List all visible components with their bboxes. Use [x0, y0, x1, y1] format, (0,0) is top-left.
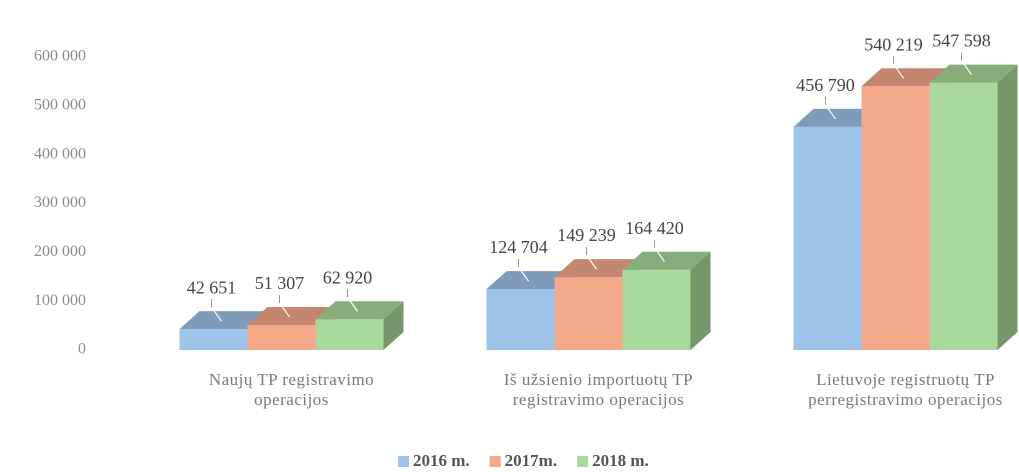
- data-label: 42 651: [187, 277, 237, 297]
- bar-side: [997, 64, 1018, 350]
- legend-label: 2016 m.: [413, 451, 470, 470]
- data-label: 456 790: [796, 75, 855, 95]
- bar-top: [622, 251, 711, 270]
- leader-line: [586, 254, 597, 270]
- leader-line: [211, 306, 222, 322]
- bar-front: [622, 269, 691, 350]
- bar-front: [793, 126, 862, 350]
- data-label: 62 920: [323, 267, 373, 287]
- y-tick-label: 500 000: [34, 97, 86, 114]
- x-tick-label: Lietuvoje registruotų TP perregistravimo…: [808, 370, 1003, 409]
- data-label: 547 598: [932, 31, 991, 51]
- leader-line: [961, 60, 972, 75]
- leader-line: [893, 63, 904, 79]
- leader-line: [518, 266, 529, 282]
- y-tick-label: 400 000: [34, 145, 86, 162]
- bar-side: [383, 301, 404, 350]
- data-label: 164 420: [625, 218, 684, 238]
- bar-front: [315, 319, 384, 350]
- leader-line: [279, 302, 290, 318]
- bar-top: [315, 301, 404, 320]
- bar-front: [486, 289, 555, 350]
- y-tick-label: 200 000: [34, 243, 86, 260]
- leader-line: [347, 296, 358, 312]
- bar-front: [929, 82, 998, 350]
- y-tick-label: 300 000: [34, 194, 86, 211]
- bar-top: [247, 306, 336, 325]
- data-label: 149 239: [557, 225, 616, 245]
- bar-front: [861, 86, 930, 350]
- legend-swatch: [398, 456, 409, 467]
- bar-top: [861, 68, 950, 87]
- leader-line: [825, 104, 836, 120]
- bar-front: [247, 324, 316, 350]
- y-tick-label: 100 000: [34, 292, 86, 309]
- bar-front: [554, 277, 623, 350]
- legend-swatch: [489, 456, 501, 467]
- x-tick-label: Iš užsienio importuotų TP registravimo o…: [503, 370, 694, 409]
- bar-top: [179, 311, 268, 330]
- bar-top: [793, 108, 882, 127]
- bar-top: [554, 259, 643, 278]
- bar-top: [486, 271, 575, 290]
- legend-swatch: [577, 456, 589, 467]
- legend-label: 2017m.: [505, 451, 557, 470]
- leader-line: [654, 247, 665, 263]
- data-label: 51 307: [255, 273, 305, 293]
- bar-top: [929, 64, 1018, 83]
- y-tick-label: 600 000: [34, 48, 86, 65]
- legend-label: 2018 m.: [592, 451, 649, 470]
- y-tick-label: 0: [78, 341, 86, 358]
- data-label: 540 219: [864, 34, 923, 54]
- data-label: 124 704: [489, 237, 548, 257]
- bar-side: [690, 251, 711, 350]
- x-tick-label: Naujų TP registravimo operacijos: [208, 370, 375, 409]
- bar-front: [179, 329, 248, 350]
